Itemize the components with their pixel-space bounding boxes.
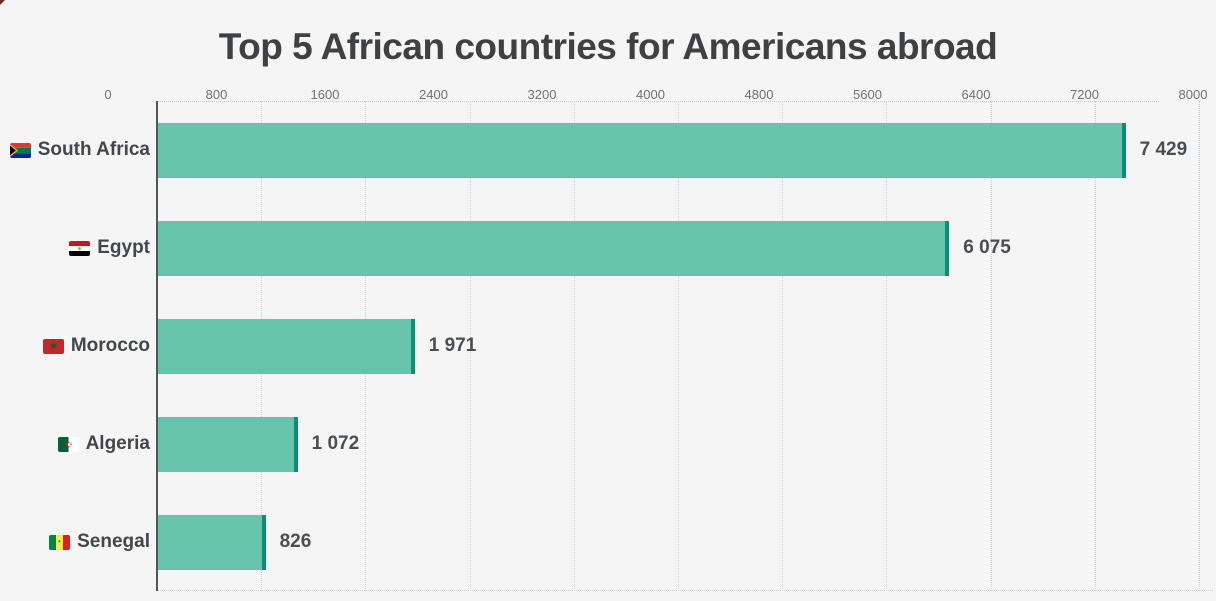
gridline: [1094, 101, 1096, 591]
category-label-row: Algeria: [0, 395, 150, 493]
x-tick-label: 6400: [961, 87, 991, 102]
egypt-flag-icon: [69, 240, 91, 256]
x-tick-label: 0: [104, 87, 112, 102]
gridline: [990, 101, 992, 591]
morocco-flag-icon: [42, 338, 64, 354]
gridline: [886, 101, 888, 591]
x-axis-tick-row: 0 800 1600 2400 3200 4000 4800 5600 6400 7200 8000: [0, 87, 1216, 105]
x-tick-label: 3200: [527, 87, 557, 102]
x-tick-label: 800: [205, 87, 228, 102]
gridline: [1199, 101, 1200, 591]
y-axis-line: [156, 101, 158, 591]
category-label: Egypt: [97, 237, 150, 258]
value-label: 6 075: [963, 237, 1011, 258]
value-label: 826: [279, 531, 312, 552]
gridline: [573, 101, 575, 591]
x-tick-label: 5600: [853, 87, 882, 102]
x-tick-label: 1600: [310, 87, 340, 102]
plot-bottom-border: [157, 590, 1213, 591]
value-label: 7 429: [1139, 139, 1188, 160]
x-tick-label: 8000: [1178, 87, 1208, 102]
category-label: South Africa: [37, 139, 150, 160]
bar-senegal[interactable]: [158, 514, 266, 570]
category-label-row: Senegal: [0, 493, 150, 591]
gridline: [782, 101, 784, 591]
algeria-flag-icon: [57, 436, 79, 452]
x-tick-label: 2400: [419, 87, 448, 102]
plot-top-border: [157, 101, 1159, 102]
bar-morocco[interactable]: [158, 318, 415, 374]
category-label-row: Morocco: [0, 297, 150, 395]
x-tick-label: 7200: [1070, 87, 1099, 102]
gridline: [678, 101, 679, 591]
category-label-row: South Africa: [0, 101, 150, 199]
x-tick-label: 4800: [744, 87, 774, 102]
category-label: Senegal: [77, 531, 150, 552]
south-africa-flag-icon: [9, 142, 31, 158]
bar-south-africa[interactable]: [158, 122, 1126, 178]
category-label-row: Egypt: [0, 199, 150, 297]
value-label: 1 072: [311, 433, 360, 454]
bar-egypt[interactable]: [158, 220, 950, 276]
gridline: [469, 101, 471, 591]
chart-title: Top 5 African countries for Americans ab…: [218, 26, 998, 67]
plot-area: [156, 101, 1213, 591]
x-tick-label: 4000: [636, 87, 665, 102]
bar-algeria[interactable]: [158, 416, 298, 472]
category-label: Algeria: [85, 433, 150, 454]
value-label: 1 971: [428, 335, 477, 356]
senegal-flag-icon: [49, 534, 71, 550]
corner-artifact: [0, 0, 5, 5]
category-label: Morocco: [70, 335, 150, 356]
